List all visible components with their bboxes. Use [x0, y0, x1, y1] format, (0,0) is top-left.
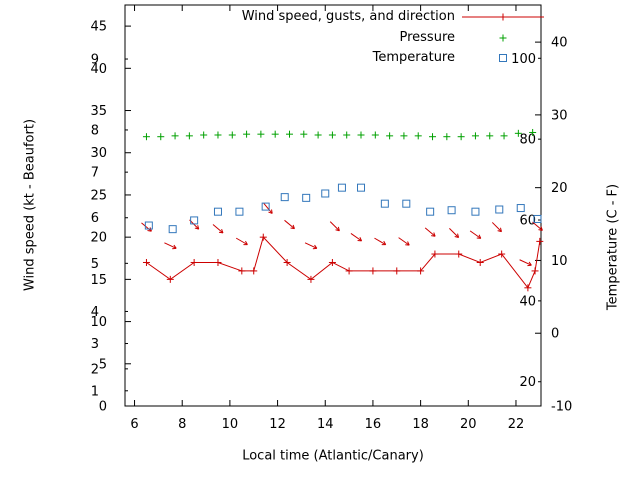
- svg-text:20: 20: [551, 181, 568, 196]
- svg-text:1: 1: [91, 384, 99, 399]
- svg-text:30: 30: [551, 108, 568, 123]
- legend-temperature-label: Temperature: [372, 50, 455, 65]
- svg-text:100: 100: [511, 52, 536, 67]
- svg-text:20: 20: [460, 417, 477, 432]
- svg-text:5: 5: [91, 257, 99, 272]
- svg-text:40: 40: [551, 36, 568, 51]
- svg-text:20: 20: [519, 375, 536, 390]
- svg-text:2: 2: [91, 362, 99, 377]
- svg-text:40: 40: [90, 62, 107, 77]
- svg-text:30: 30: [90, 146, 107, 161]
- svg-text:0: 0: [99, 400, 107, 415]
- svg-text:16: 16: [365, 417, 382, 432]
- svg-text:5: 5: [99, 357, 107, 372]
- svg-text:-10: -10: [551, 400, 572, 415]
- svg-text:9: 9: [91, 53, 99, 68]
- legend-wind-label: Wind speed, gusts, and direction: [241, 9, 455, 24]
- svg-text:20: 20: [90, 231, 107, 246]
- svg-text:8: 8: [91, 123, 99, 138]
- svg-text:4: 4: [91, 305, 99, 320]
- svg-text:6: 6: [91, 211, 99, 226]
- svg-text:12: 12: [269, 417, 286, 432]
- svg-text:45: 45: [90, 20, 107, 35]
- svg-text:0: 0: [551, 327, 559, 342]
- y-axis-label-left: Wind speed (kt - Beaufort): [22, 118, 38, 292]
- svg-text:10: 10: [551, 254, 568, 269]
- svg-text:15: 15: [90, 273, 107, 288]
- svg-text:22: 22: [508, 417, 525, 432]
- svg-text:6: 6: [130, 417, 138, 432]
- legend-pressure-label: Pressure: [399, 30, 455, 45]
- svg-text:25: 25: [90, 188, 107, 203]
- svg-text:8: 8: [178, 417, 186, 432]
- svg-text:80: 80: [519, 133, 536, 148]
- svg-text:18: 18: [412, 417, 429, 432]
- svg-text:60: 60: [519, 214, 536, 229]
- x-axis-label: Local time (Atlantic/Canary): [242, 448, 424, 464]
- svg-text:40: 40: [519, 294, 536, 309]
- svg-text:10: 10: [90, 315, 107, 330]
- svg-text:35: 35: [90, 104, 107, 119]
- svg-text:7: 7: [91, 166, 99, 181]
- svg-text:14: 14: [317, 417, 334, 432]
- y-axis-label-right: Temperature (C - F): [605, 183, 621, 311]
- svg-text:10: 10: [222, 417, 239, 432]
- svg-text:3: 3: [91, 337, 99, 352]
